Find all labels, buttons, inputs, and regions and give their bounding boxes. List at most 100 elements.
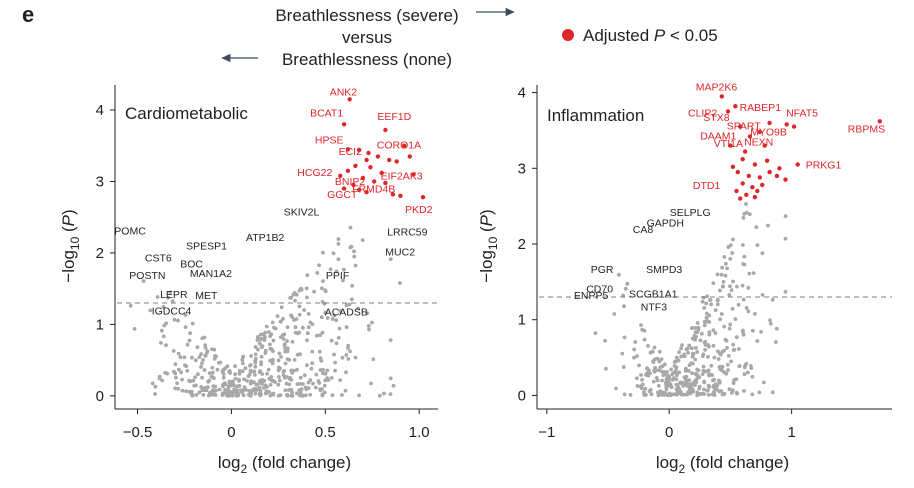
nonsignificant-point bbox=[240, 390, 244, 395]
nonsignificant-point bbox=[297, 393, 302, 398]
nonsignificant-point bbox=[150, 381, 155, 386]
nonsignificant-point bbox=[246, 392, 251, 397]
nonsignificant-point bbox=[292, 291, 297, 295]
nonsignificant-point bbox=[687, 391, 692, 396]
nonsignificant-point bbox=[670, 372, 675, 377]
nonsignificant-point bbox=[317, 263, 321, 268]
nonsignificant-point bbox=[388, 338, 393, 342]
nonsignificant-point bbox=[314, 372, 319, 377]
significant-point bbox=[351, 182, 356, 188]
nonsignificant-point bbox=[669, 367, 673, 372]
nonsignificant-point bbox=[268, 346, 273, 351]
nonsignificant-point bbox=[341, 267, 346, 272]
nonsignificant-point bbox=[279, 355, 283, 359]
nonsignificant-point bbox=[693, 337, 697, 342]
legend-marker bbox=[562, 29, 574, 41]
significant-point bbox=[345, 168, 351, 173]
nonsignificant-point bbox=[725, 346, 729, 350]
nonsignificant-point bbox=[306, 380, 311, 385]
nonsignificant-point bbox=[289, 387, 294, 392]
nonsignificant-point bbox=[646, 344, 650, 348]
nonsignificant-point bbox=[237, 384, 242, 388]
significant-point bbox=[398, 193, 403, 198]
nonsignificant-point bbox=[207, 371, 212, 375]
nonsignificant-point bbox=[352, 249, 356, 254]
nonsignificant-point bbox=[195, 345, 200, 349]
nonsignificant-point bbox=[722, 324, 727, 329]
significant-point bbox=[764, 158, 770, 163]
nonsignificant-point bbox=[724, 261, 728, 266]
nonsignificant-point bbox=[221, 391, 225, 396]
nonsignificant-point bbox=[736, 302, 741, 307]
significant-point bbox=[740, 157, 745, 162]
nonsignificant-point bbox=[346, 346, 350, 350]
nonsignificant-point bbox=[746, 370, 750, 375]
nonsignificant-point bbox=[253, 373, 257, 377]
nonsignificant-point bbox=[346, 357, 351, 361]
nonsignificant-point bbox=[711, 343, 716, 348]
nonsignificant-point bbox=[728, 284, 732, 289]
nonsignificant-point bbox=[328, 267, 333, 272]
nonsignificant-point bbox=[730, 390, 734, 395]
nonsignificant-point bbox=[205, 349, 210, 354]
nonsignificant-point bbox=[350, 297, 354, 302]
nonsignificant-point bbox=[702, 323, 707, 328]
nonsignificant-point bbox=[687, 378, 692, 382]
nonsignificant-point bbox=[742, 372, 747, 377]
nonsignificant-point bbox=[717, 351, 722, 355]
significant-point bbox=[366, 150, 371, 156]
significant-point bbox=[420, 195, 426, 200]
panel-inflammation: −1 0 1 0 1 2 3 4 Inflammation log2 (fold change) −… bbox=[477, 81, 892, 476]
gene-label: POSTN bbox=[129, 270, 165, 282]
nonsignificant-point bbox=[317, 349, 322, 354]
nonsignificant-point bbox=[686, 369, 691, 373]
significant-point bbox=[783, 177, 788, 182]
nonsignificant-point bbox=[263, 391, 268, 396]
nonsignificant-point bbox=[269, 375, 274, 379]
nonsignificant-point bbox=[302, 308, 306, 312]
nonsignificant-point bbox=[265, 371, 269, 376]
nonsignificant-point bbox=[744, 202, 748, 206]
significant-point bbox=[407, 154, 412, 159]
nonsignificant-point bbox=[178, 355, 183, 360]
nonsignificant-point bbox=[194, 393, 199, 397]
nonsignificant-point bbox=[218, 360, 223, 365]
nonsignificant-point bbox=[268, 393, 273, 398]
nonsignificant-point bbox=[253, 345, 258, 349]
nonsignificant-point bbox=[711, 328, 716, 332]
nonsignificant-point bbox=[783, 236, 788, 241]
nonsignificant-point bbox=[740, 283, 745, 288]
nonsignificant-point bbox=[333, 368, 337, 373]
nonsignificant-point bbox=[183, 363, 187, 368]
nonsignificant-point bbox=[635, 376, 639, 381]
gene-label: POMC bbox=[114, 225, 146, 237]
nonsignificant-point bbox=[318, 333, 322, 338]
nonsignificant-point bbox=[672, 364, 677, 368]
nonsignificant-point bbox=[321, 250, 325, 255]
nonsignificant-point bbox=[734, 335, 739, 340]
nonsignificant-point bbox=[301, 382, 305, 386]
nonsignificant-point bbox=[253, 352, 258, 357]
nonsignificant-point bbox=[281, 337, 286, 341]
significant-point bbox=[795, 162, 800, 167]
nonsignificant-point bbox=[693, 357, 698, 362]
nonsignificant-point bbox=[707, 385, 712, 389]
nonsignificant-point bbox=[747, 271, 752, 276]
significant-point bbox=[341, 122, 347, 127]
nonsignificant-point bbox=[737, 364, 742, 368]
nonsignificant-point bbox=[340, 393, 344, 397]
significant-point bbox=[755, 188, 760, 194]
nonsignificant-point bbox=[612, 312, 617, 316]
nonsignificant-point bbox=[729, 288, 734, 292]
nonsignificant-point bbox=[206, 379, 211, 384]
nonsignificant-point bbox=[263, 351, 268, 355]
nonsignificant-point bbox=[249, 354, 254, 358]
nonsignificant-point bbox=[271, 378, 275, 383]
nonsignificant-point bbox=[695, 350, 700, 354]
nonsignificant-point bbox=[750, 392, 755, 397]
nonsignificant-point bbox=[259, 392, 263, 397]
nonsignificant-point bbox=[648, 371, 652, 376]
nonsignificant-point bbox=[282, 343, 287, 347]
gene-label: PRKG1 bbox=[806, 160, 842, 172]
nonsignificant-point bbox=[268, 383, 273, 387]
